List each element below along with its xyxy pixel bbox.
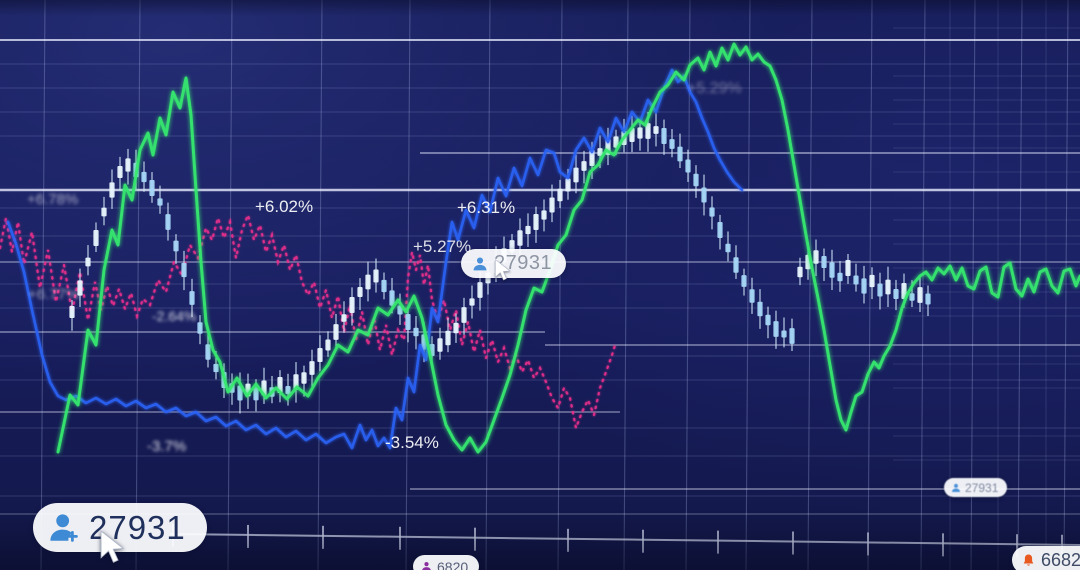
- followers-count: 27931: [89, 508, 186, 546]
- percent-label: -2.64%: [152, 308, 196, 324]
- percent-label: +6.78%: [27, 191, 78, 208]
- percent-label: -3.54%: [385, 433, 439, 452]
- followers-badge-bottom[interactable]: 6820: [413, 555, 480, 570]
- notifications-count: 66820: [1041, 549, 1080, 570]
- percent-labels: +6.78% +6.77% +6.02% +6.31% +5.27% +5.29% -2.6…: [27, 80, 742, 455]
- followers-badge-large[interactable]: 27931: [33, 503, 207, 552]
- followers-count: 6820: [437, 558, 469, 570]
- user-icon-purple: [421, 561, 432, 570]
- bell-icon: [1021, 553, 1036, 568]
- user-icon: [472, 256, 488, 272]
- pink-series: [0, 211, 618, 432]
- percent-label: +6.77%: [28, 286, 79, 303]
- followers-badge-small[interactable]: 27931: [944, 478, 1008, 497]
- percent-label: +6.31%: [457, 198, 515, 217]
- percent-label: +6.02%: [255, 197, 313, 216]
- followers-badge-center[interactable]: 27931: [461, 249, 567, 278]
- followers-count: 27931: [494, 252, 553, 274]
- notifications-badge[interactable]: 66820: [1012, 546, 1080, 570]
- percent-label: +5.29%: [687, 80, 742, 97]
- user-plus-icon: [48, 512, 80, 544]
- percent-label: -3.7%: [147, 438, 186, 455]
- green-series: [56, 42, 1080, 454]
- percent-label: +5.27%: [413, 237, 471, 256]
- user-icon: [951, 483, 961, 493]
- followers-count: 27931: [965, 480, 999, 495]
